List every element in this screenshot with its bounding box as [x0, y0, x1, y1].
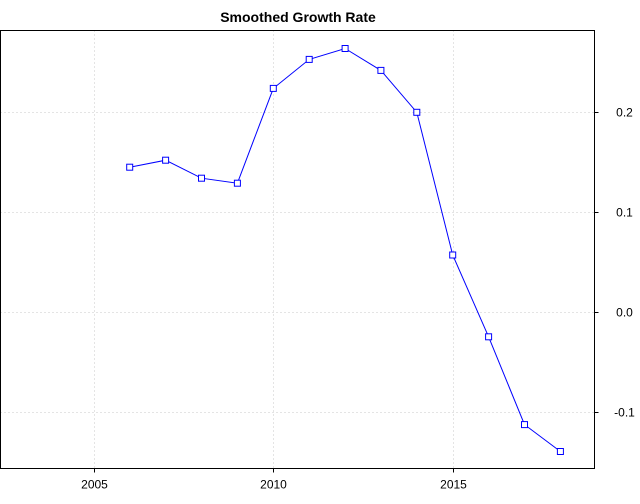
data-point: [198, 174, 205, 182]
x-tick-label: 2010: [260, 478, 287, 492]
data-point: [305, 55, 313, 63]
y-tick-label: -0.1: [614, 406, 635, 420]
y-tick-label: 0.1: [616, 206, 633, 220]
data-point: [521, 421, 528, 429]
x-tick-label: 2015: [440, 478, 467, 492]
data-point: [449, 251, 457, 259]
data-point: [233, 179, 241, 187]
data-point: [556, 448, 564, 455]
y-tick-label: 0.2: [616, 106, 633, 120]
axis-layer: 2005 2010 2015 -0.1 0.0 0.1 0.2: [81, 106, 635, 492]
data-point: [341, 45, 349, 52]
data-point: [162, 156, 170, 164]
chart-title: Smoothed Growth Rate: [220, 9, 376, 25]
data-point: [269, 84, 277, 92]
data-point: [413, 108, 421, 116]
series-layer: [126, 45, 564, 455]
series-line: [129, 47, 561, 452]
data-point: [485, 333, 493, 341]
data-point: [126, 163, 134, 171]
grid-layer: [0, 30, 595, 469]
y-tick-label: 0.0: [616, 306, 633, 320]
plot-frame: [0, 30, 595, 469]
data-point: [377, 66, 385, 74]
x-tick-label: 2005: [81, 478, 108, 492]
